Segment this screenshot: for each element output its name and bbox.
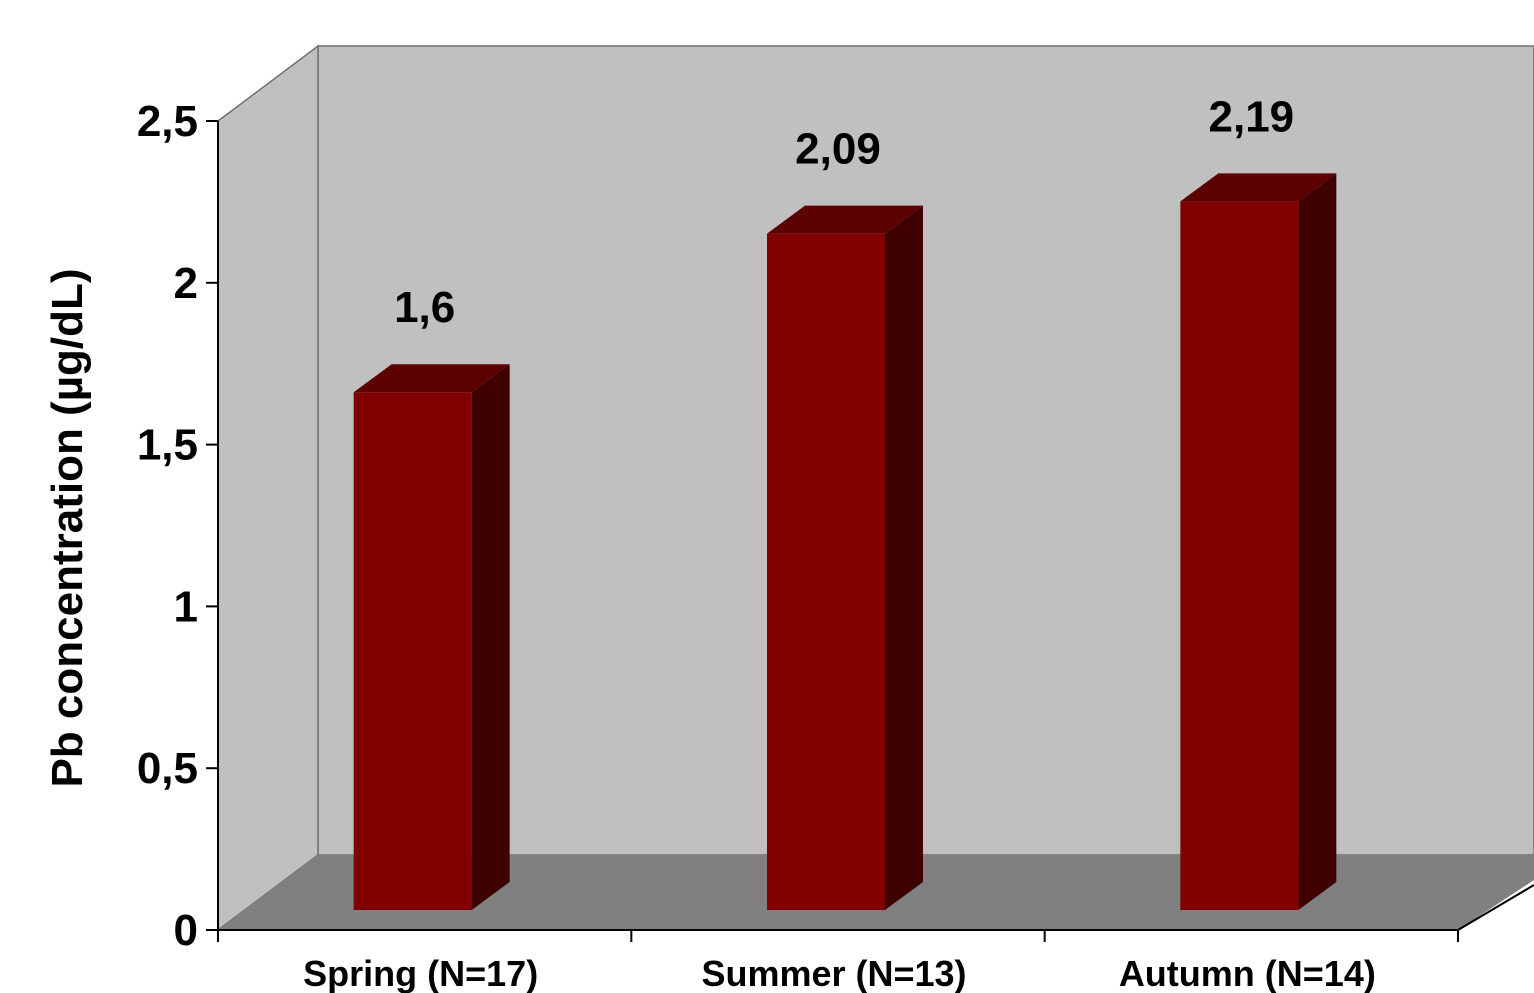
x-tick-label: Spring (N=17) xyxy=(303,953,538,993)
data-label: 2,09 xyxy=(795,125,881,174)
bar-side xyxy=(885,205,923,910)
x-tick-label: Summer (N=13) xyxy=(701,953,966,993)
bar xyxy=(767,233,885,910)
chart-labels: 0 0,5 1 1,5 2 2,5 1,6 Spring (N=17) 2,09 Summer (… xyxy=(137,92,1376,993)
y-tick-label: 0 xyxy=(174,906,198,955)
bar-top xyxy=(353,364,510,393)
y-tick-label: 2,5 xyxy=(137,97,198,146)
y-tick-label: 2 xyxy=(174,259,198,308)
bar-top xyxy=(1180,173,1337,202)
data-label: 1,6 xyxy=(394,283,455,332)
y-tick-label: 1 xyxy=(174,582,198,631)
floor-edge xyxy=(1457,884,1534,931)
x-tick-label: Autumn (N=14) xyxy=(1119,953,1376,993)
chart-bars xyxy=(353,173,1337,911)
y-axis-title: Pb concentration (µg/dL) xyxy=(43,268,92,787)
y-tick-label: 1,5 xyxy=(137,421,198,470)
bar xyxy=(353,392,472,910)
chart-axes xyxy=(206,120,1534,942)
bar-top xyxy=(767,205,923,234)
side-wall xyxy=(217,44,319,932)
bar-side xyxy=(471,364,510,910)
bar-side xyxy=(1298,173,1337,911)
bar xyxy=(1180,201,1299,911)
data-label: 2,19 xyxy=(1209,92,1295,141)
y-tick-label: 0,5 xyxy=(137,744,198,793)
